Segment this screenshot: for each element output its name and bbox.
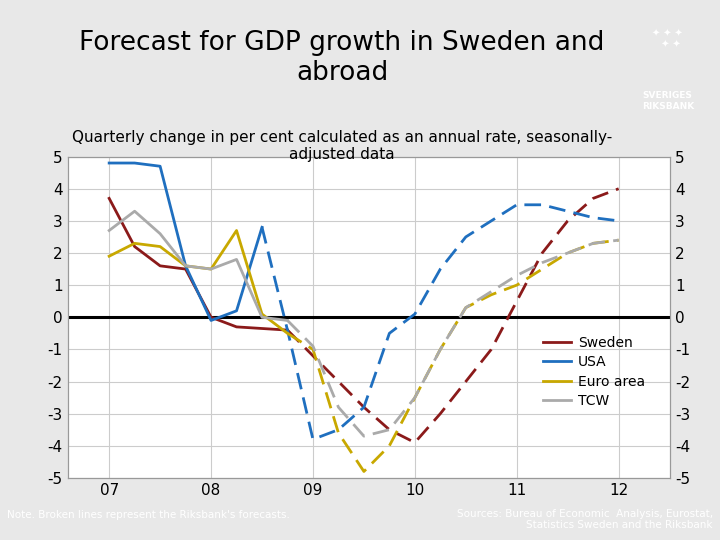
Text: Note. Broken lines represent the Riksbank's forecasts.: Note. Broken lines represent the Riksban… (7, 510, 290, 520)
Text: Forecast for GDP growth in Sweden and
abroad: Forecast for GDP growth in Sweden and ab… (79, 30, 605, 86)
Text: Sources: Bureau of Economic  Analysis, Eurostat,
Statistics Sweden and the Riksb: Sources: Bureau of Economic Analysis, Eu… (456, 509, 713, 530)
Text: SVERIGES
RIKSBANK: SVERIGES RIKSBANK (642, 91, 694, 111)
Text: ✦ ✦ ✦
  ✦ ✦: ✦ ✦ ✦ ✦ ✦ (652, 29, 683, 50)
Text: Quarterly change in per cent calculated as an annual rate, seasonally-
adjusted : Quarterly change in per cent calculated … (72, 130, 612, 162)
Legend: Sweden, USA, Euro area, TCW: Sweden, USA, Euro area, TCW (538, 330, 651, 414)
